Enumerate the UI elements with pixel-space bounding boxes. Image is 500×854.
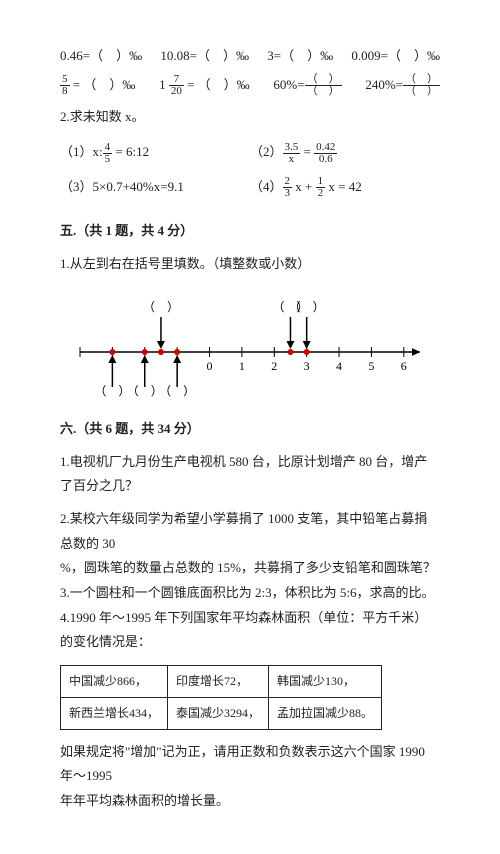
- svg-text:4: 4: [336, 359, 342, 373]
- conv-2: 10.08=（ ）‰: [160, 44, 249, 69]
- q6-4-text2: 年年平均森林面积的增长量。: [60, 789, 440, 814]
- svg-text:（ ）: （ ）: [143, 300, 179, 314]
- section-5: 五.（共 1 题，共 4 分）: [60, 219, 440, 244]
- svg-text:（ ）: （ ）: [94, 384, 130, 397]
- forest-table: 中国减少866，印度增长72，韩国减少130， 新西兰增长434，泰国减少329…: [60, 665, 382, 730]
- section-6: 六.（共 6 题，共 34 分）: [60, 417, 440, 442]
- cell: 韩国减少130，: [269, 666, 382, 698]
- svg-text:1: 1: [239, 359, 245, 373]
- svg-text:0: 0: [207, 359, 213, 373]
- q6-4: 4.1990 年～1995 年下列国家年平均森林面积（单位：平方千米）的变化情况…: [60, 606, 440, 655]
- convert-row-2: 58 = （ ）‰ 1 720 = （ ）‰ 60%=（ ）（ ） 240%=（…: [60, 73, 440, 98]
- svg-text:（ ）: （ ）: [127, 384, 163, 397]
- q6-4-text1: 如果规定将"增加"记为正，请用正数和负数表示这六个国家 1990 年～1995: [60, 740, 440, 789]
- q6-1: 1.电视机厂九月份生产电视机 580 台，比原计划增产 80 台，增产了百分之几…: [60, 450, 440, 499]
- eq-1: （1）x:45 = 6:12: [60, 140, 250, 165]
- svg-text:（ ）: （ ）: [289, 300, 325, 314]
- svg-text:3: 3: [304, 359, 310, 373]
- conv-6: 1 720 = （ ）‰: [159, 73, 250, 98]
- cell: 泰国减少3294，: [168, 697, 269, 729]
- q6-2a: 2.某校六年级同学为希望小学募捐了 1000 支笔，其中铅笔占募捐总数的 30: [60, 507, 440, 556]
- svg-text:5: 5: [368, 359, 374, 373]
- conv-3: 3=（ ）‰: [267, 44, 333, 69]
- svg-text:6: 6: [401, 359, 407, 373]
- svg-text:（ ）: （ ）: [159, 384, 195, 397]
- cell: 新西兰增长434，: [61, 697, 168, 729]
- number-line: 0123456（ ）（ ）（ ）（ ）（ ）（ ）: [60, 287, 440, 397]
- eq-2: （2）3.5x = 0.420.6: [250, 140, 440, 165]
- solve-x-title: 2.求未知数 x。: [60, 105, 440, 130]
- q6-2b: %，圆珠笔的数量占总数的 15%，共募捐了多少支铅笔和圆珠笔？: [60, 556, 440, 581]
- conv-1: 0.46=（ ）‰: [60, 44, 142, 69]
- cell: 印度增长72，: [168, 666, 269, 698]
- convert-row-1: 0.46=（ ）‰ 10.08=（ ）‰ 3=（ ）‰ 0.009=（ ）‰: [60, 44, 440, 69]
- cell: 孟加拉国减少88。: [269, 697, 382, 729]
- conv-8: 240%=（ ）（ ）: [365, 73, 440, 98]
- eq-3: （3）5×0.7+40%x=9.1: [60, 175, 250, 200]
- conv-4: 0.009=（ ）‰: [351, 44, 440, 69]
- svg-text:2: 2: [271, 359, 277, 373]
- conv-7: 60%=（ ）（ ）: [273, 73, 341, 98]
- cell: 中国减少866，: [61, 666, 168, 698]
- conv-5: 58 = （ ）‰: [60, 73, 135, 98]
- q6-3: 3.一个圆柱和一个圆锥底面积比为 2:3，体积比为 5:6，求高的比。: [60, 581, 440, 606]
- eq-row-1: （1）x:45 = 6:12 （2）3.5x = 0.420.6: [60, 140, 440, 165]
- eq-4: （4）23 x + 12 x = 42: [250, 175, 440, 200]
- q5: 1.从左到右在括号里填数。（填整数或小数）: [60, 252, 440, 277]
- eq-row-2: （3）5×0.7+40%x=9.1 （4）23 x + 12 x = 42: [60, 175, 440, 200]
